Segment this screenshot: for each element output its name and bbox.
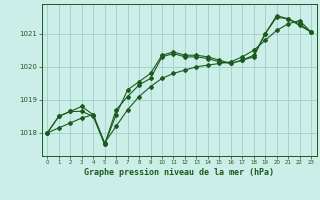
X-axis label: Graphe pression niveau de la mer (hPa): Graphe pression niveau de la mer (hPa) [84,168,274,177]
